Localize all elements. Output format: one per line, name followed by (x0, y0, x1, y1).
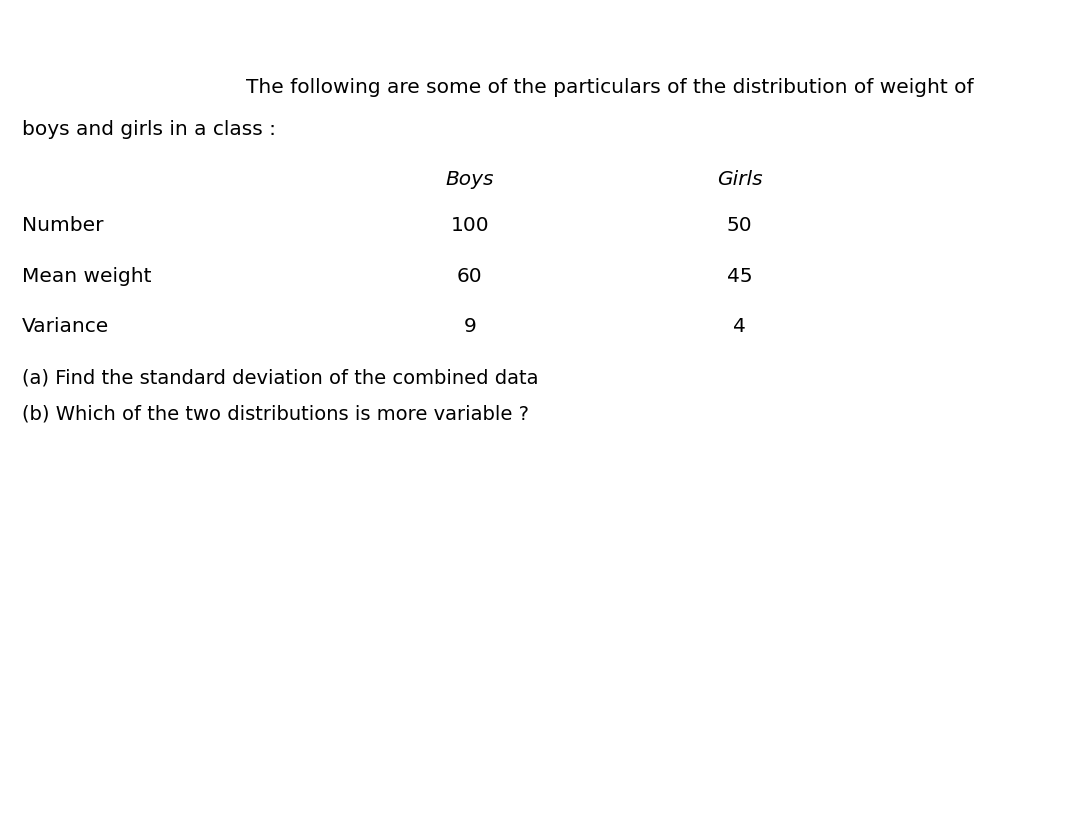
Text: Number: Number (22, 217, 103, 235)
Text: 60: 60 (457, 267, 483, 285)
Text: Mean weight: Mean weight (22, 267, 151, 285)
Text: 9: 9 (463, 317, 476, 335)
Text: 100: 100 (450, 217, 489, 235)
Text: Boys: Boys (446, 171, 494, 189)
Text: (b) Which of the two distributions is more variable ?: (b) Which of the two distributions is mo… (22, 405, 528, 423)
Text: 45: 45 (727, 267, 753, 285)
Text: The following are some of the particulars of the distribution of weight of: The following are some of the particular… (246, 79, 974, 97)
Text: (a) Find the standard deviation of the combined data: (a) Find the standard deviation of the c… (22, 369, 538, 387)
Text: Girls: Girls (717, 171, 762, 189)
Text: 4: 4 (733, 317, 746, 335)
Text: boys and girls in a class :: boys and girls in a class : (22, 120, 275, 139)
Text: 50: 50 (727, 217, 753, 235)
Text: Variance: Variance (22, 317, 109, 335)
